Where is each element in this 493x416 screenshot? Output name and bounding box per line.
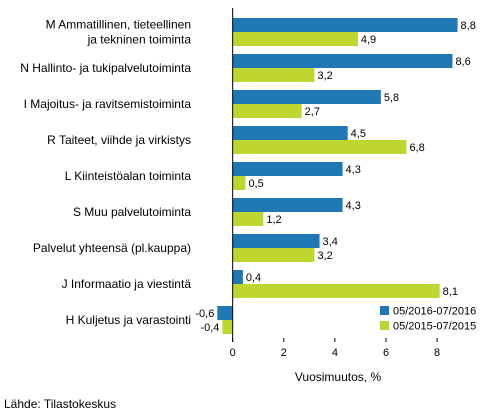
category-label: S Muu palvelutoiminta <box>73 205 191 219</box>
x-tick-label: 8 <box>434 347 440 359</box>
value-label: 5,8 <box>384 92 399 104</box>
bar-series-2 <box>232 140 407 154</box>
value-label: 2,7 <box>305 106 320 118</box>
legend-label: 05/2016-07/2016 <box>393 306 476 318</box>
bar-series-1 <box>232 54 453 68</box>
value-label: 8,8 <box>461 20 476 32</box>
legend-swatch <box>380 306 389 315</box>
bar-series-1 <box>232 18 458 32</box>
category-label: I Majoitus- ja ravitsemistoiminta <box>24 97 192 111</box>
value-label: 3,2 <box>317 70 332 82</box>
value-label: 1,2 <box>266 214 281 226</box>
category-label: J Informaatio ja viestintä <box>62 277 192 291</box>
bar-series-2 <box>232 176 246 190</box>
x-tick-label: 6 <box>383 347 389 359</box>
category-label: N Hallinto- ja tukipalvelutoiminta <box>20 61 191 75</box>
category-label: R Taiteet, viihde ja virkistys <box>47 133 191 147</box>
value-label: 3,4 <box>323 236 338 248</box>
bar-series-1 <box>232 198 343 212</box>
bars-group <box>217 18 458 334</box>
bar-series-1 <box>217 306 233 320</box>
value-label: 4,5 <box>351 128 366 140</box>
legend: 05/2016-07/2016 05/2015-07/2015 <box>380 306 476 333</box>
category-label: H Kuljetus ja varastointi <box>66 313 191 327</box>
category-label: M Ammatillinen, tieteellinen <box>46 18 191 32</box>
bar-series-1 <box>232 270 243 284</box>
value-label: 4,9 <box>361 34 376 46</box>
bar-series-1 <box>232 126 348 140</box>
x-tick-label: 2 <box>281 347 287 359</box>
source-note: Lähde: Tilastokeskus <box>4 397 116 411</box>
x-tick-label: 0 <box>230 347 236 359</box>
x-tick-label: 4 <box>332 347 338 359</box>
value-label: 0,4 <box>246 272 261 284</box>
bar-series-2 <box>222 320 233 334</box>
bar-series-2 <box>232 32 358 46</box>
bar-series-2 <box>232 104 302 118</box>
bar-series-2 <box>232 248 315 262</box>
value-labels: 8,8 4,9 8,6 3,2 5,8 2,7 4,5 6,8 4,3 0,5 4,3 1,2 3,4 3… <box>195 20 475 334</box>
legend-swatch <box>380 321 389 330</box>
value-label: 4,3 <box>346 164 361 176</box>
value-label: 6,8 <box>409 142 424 154</box>
bar-series-2 <box>232 284 440 298</box>
value-label: 8,6 <box>455 56 470 68</box>
value-label: 0,5 <box>248 178 263 190</box>
bar-series-2 <box>232 212 264 226</box>
legend-label: 05/2015-07/2015 <box>393 321 476 333</box>
bar-series-1 <box>232 90 381 104</box>
category-label: ja tekninen toiminta <box>87 33 192 47</box>
category-label: L Kiinteistöalan toiminta <box>65 169 192 183</box>
bar-series-1 <box>232 162 343 176</box>
x-axis-title: Vuosimuutos, % <box>295 370 382 384</box>
bar-series-2 <box>232 68 315 82</box>
x-axis-ticks: 0 2 4 6 8 <box>230 338 440 359</box>
value-label: -0,6 <box>195 308 214 320</box>
value-label: 4,3 <box>346 200 361 212</box>
bar-series-1 <box>232 234 320 248</box>
value-label: -0,4 <box>200 322 219 334</box>
category-label: Palvelut yhteensä (pl.kauppa) <box>33 241 191 255</box>
value-label: 3,2 <box>317 250 332 262</box>
value-label: 8,1 <box>443 286 458 298</box>
